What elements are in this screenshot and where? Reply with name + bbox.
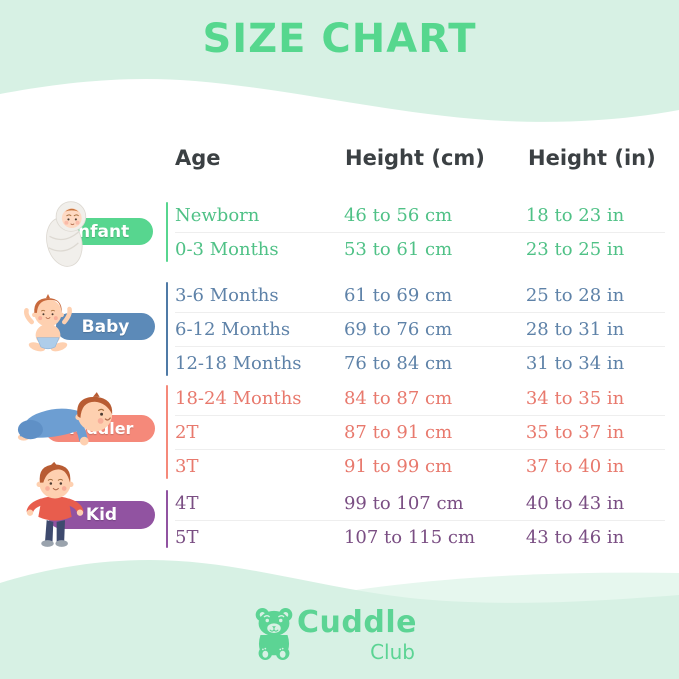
crawling-toddler-icon — [17, 392, 113, 446]
age-cell: 3T — [175, 456, 199, 477]
table-row: 4T 99 to 107 cm 40 to 43 in — [175, 487, 665, 520]
sitting-baby-icon — [24, 294, 72, 352]
height-cm-cell: 46 to 56 cm — [343, 205, 453, 226]
table-row: 2T 87 to 91 cm 35 to 37 in — [175, 415, 665, 449]
column-header-age: Age — [175, 146, 221, 170]
height-cm-cell: 84 to 87 cm — [343, 388, 453, 409]
height-in-cell: 23 to 25 in — [525, 239, 625, 260]
height-cm-cell: 87 to 91 cm — [343, 422, 453, 443]
infant-group-divider — [166, 202, 168, 262]
kid-rows: 4T 99 to 107 cm 40 to 43 in 5T 107 to 11… — [175, 487, 665, 554]
height-in-cell: 25 to 28 in — [525, 285, 625, 306]
table-row: Newborn 46 to 56 cm 18 to 23 in — [175, 199, 665, 232]
table-row: 6-12 Months 69 to 76 cm 28 to 31 in — [175, 312, 665, 346]
height-cm-cell: 91 to 99 cm — [343, 456, 453, 477]
table-row: 18-24 Months 84 to 87 cm 34 to 35 in — [175, 382, 665, 415]
age-cell: Newborn — [175, 205, 260, 226]
baby-rows: 3-6 Months 61 to 69 cm 25 to 28 in 6-12 … — [175, 279, 665, 380]
swaddled-infant-icon — [46, 201, 87, 267]
header-wave-shape — [0, 0, 679, 122]
kid-group-divider — [166, 490, 168, 548]
page-title: SIZE CHART — [202, 16, 477, 62]
age-cell: 6-12 Months — [175, 319, 291, 340]
age-cell: 3-6 Months — [175, 285, 279, 306]
table-row: 3-6 Months 61 to 69 cm 25 to 28 in — [175, 279, 665, 312]
column-header-height-cm: Height (cm) — [345, 146, 485, 170]
height-cm-cell: 53 to 61 cm — [343, 239, 453, 260]
teddy-bear-icon — [255, 607, 293, 661]
kid-group-label: Kid — [85, 505, 118, 525]
infant-rows: Newborn 46 to 56 cm 18 to 23 in 0-3 Mont… — [175, 199, 665, 266]
table-header-row: Age Height (cm) Height (in) — [175, 146, 668, 170]
age-cell: 0-3 Months — [175, 239, 279, 260]
column-header-height-in: Height (in) — [528, 146, 656, 170]
age-cell: 4T — [175, 493, 199, 514]
table-row: 12-18 Months 76 to 84 cm 31 to 34 in — [175, 346, 665, 380]
brand-name: Cuddle — [297, 605, 417, 640]
standing-kid-icon — [26, 461, 84, 547]
height-cm-cell: 61 to 69 cm — [343, 285, 453, 306]
height-cm-cell: 69 to 76 cm — [343, 319, 453, 340]
baby-group-divider — [166, 282, 168, 376]
table-row: 0-3 Months 53 to 61 cm 23 to 25 in — [175, 232, 665, 266]
height-cm-cell: 99 to 107 cm — [343, 493, 464, 514]
height-in-cell: 35 to 37 in — [525, 422, 625, 443]
table-row: 5T 107 to 115 cm 43 to 46 in — [175, 520, 665, 554]
baby-group-badge: Baby — [56, 313, 155, 340]
table-row: 3T 91 to 99 cm 37 to 40 in — [175, 449, 665, 483]
height-in-cell: 31 to 34 in — [525, 353, 625, 374]
height-cm-cell: 107 to 115 cm — [343, 527, 476, 548]
height-cm-cell: 76 to 84 cm — [343, 353, 453, 374]
toddler-group-divider — [166, 385, 168, 479]
height-in-cell: 37 to 40 in — [525, 456, 625, 477]
height-in-cell: 43 to 46 in — [525, 527, 625, 548]
baby-group-label: Baby — [81, 316, 130, 337]
height-in-cell: 28 to 31 in — [525, 319, 625, 340]
footer-wave-shape — [0, 560, 679, 679]
height-in-cell: 34 to 35 in — [525, 388, 625, 409]
height-in-cell: 40 to 43 in — [525, 493, 625, 514]
height-in-cell: 18 to 23 in — [525, 205, 625, 226]
toddler-rows: 18-24 Months 84 to 87 cm 34 to 35 in 2T … — [175, 382, 665, 483]
age-cell: 2T — [175, 422, 199, 443]
age-cell: 5T — [175, 527, 199, 548]
brand-subname: Club — [370, 640, 415, 664]
age-cell: 12-18 Months — [175, 353, 302, 374]
infant-group-label: Infant — [71, 221, 130, 242]
age-cell: 18-24 Months — [175, 388, 302, 409]
